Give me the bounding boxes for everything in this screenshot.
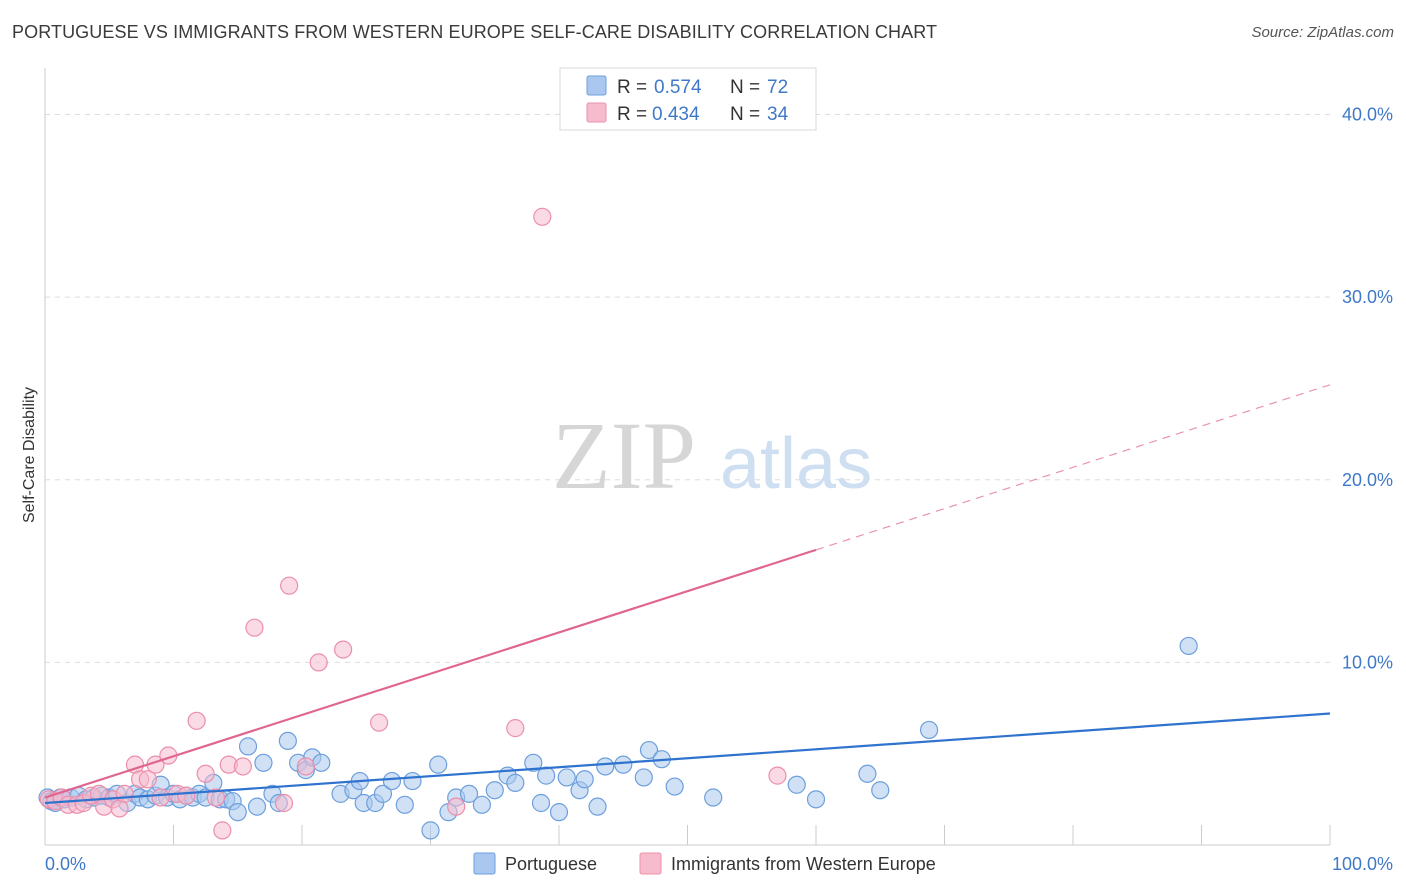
portuguese-point [395, 795, 414, 814]
watermark-atlas: atlas [720, 424, 872, 504]
axes [44, 68, 1331, 846]
legend-n-label: N = [730, 77, 760, 98]
portuguese-point [588, 797, 607, 816]
immigrant-point [245, 618, 264, 637]
immigrant-point [280, 576, 299, 595]
immigrant-point [196, 764, 215, 783]
portuguese-point [278, 731, 297, 751]
legend-r-label: R = [617, 77, 647, 98]
y-tick-label: 40.0% [1342, 105, 1393, 125]
immigrant-point [506, 719, 525, 738]
immigrant-point [115, 784, 134, 803]
portuguese-point [531, 793, 551, 813]
portuguese-point [524, 753, 543, 772]
legend-swatch-blue [586, 75, 607, 96]
portuguese-point [614, 755, 633, 774]
immigrant-point [213, 821, 232, 840]
series-legend-swatch-pink [639, 852, 662, 875]
gridlines [45, 114, 1330, 663]
portuguese-point [312, 753, 331, 772]
source-credit: Source: ZipAtlas.com [1251, 24, 1394, 41]
immigrant-point [370, 713, 389, 732]
watermark: ZIP atlas [552, 402, 872, 509]
portuguese-point [557, 768, 576, 787]
immigrant-point [151, 788, 170, 807]
series-legend-swatch-blue [473, 852, 496, 875]
legend-r-label: R = [617, 104, 647, 125]
immigrant-point [177, 786, 196, 805]
portuguese-point [254, 753, 273, 772]
series-legend: Portuguese Immigrants from Western Europ… [473, 852, 936, 875]
immigrant-point [447, 797, 466, 816]
portuguese-point [506, 773, 525, 793]
portuguese-point [247, 797, 267, 816]
portuguese-point [787, 775, 806, 794]
series-legend-label: Portuguese [505, 854, 597, 874]
legend-n-value: 72 [767, 77, 788, 98]
tick-labels: 10.0% 20.0% 30.0% 40.0% 0.0% 100.0% [45, 105, 1393, 874]
immigrant-point [768, 766, 787, 785]
legend-r-value: 0.434 [652, 104, 700, 125]
portuguese-point [806, 790, 826, 809]
watermark-zip: ZIP [552, 402, 696, 509]
immigrant-trend-extension [815, 384, 1331, 551]
portuguese-point [472, 795, 491, 814]
portuguese-point [238, 737, 258, 756]
portuguese-point [459, 784, 479, 803]
portuguese-point [634, 768, 653, 787]
x-tick-label-left: 0.0% [45, 854, 86, 874]
trend-lines [44, 384, 1331, 805]
portuguese-point [421, 821, 440, 840]
portuguese-point [704, 788, 723, 807]
portuguese-point [858, 764, 877, 783]
y-axis-label: Self-Care Disability [21, 387, 38, 523]
portuguese-point [429, 755, 448, 774]
x-tick-label-right: 100.0% [1332, 854, 1393, 874]
portuguese-point [919, 720, 939, 740]
portuguese-point [382, 771, 402, 791]
portuguese-point [537, 766, 556, 785]
y-tick-label: 10.0% [1342, 652, 1393, 672]
portuguese-point [596, 757, 615, 776]
portuguese-point [403, 771, 422, 791]
immigrant-point [187, 711, 206, 730]
chart-title: PORTUGUESE VS IMMIGRANTS FROM WESTERN EU… [12, 22, 938, 42]
portuguese-point [575, 770, 594, 789]
y-tick-label: 30.0% [1342, 287, 1393, 307]
immigrant-point [206, 788, 226, 807]
legend-n-value: 34 [767, 104, 789, 125]
legend-swatch-pink [586, 102, 607, 123]
y-tick-label: 20.0% [1342, 470, 1393, 490]
immigrant-point [533, 207, 552, 226]
immigrant-point [334, 640, 353, 659]
portuguese-point [665, 777, 684, 796]
portuguese-point [373, 784, 393, 803]
immigrant-point [138, 770, 157, 789]
immigrant-trend-line [44, 548, 817, 799]
portuguese-trend-line [44, 712, 1331, 805]
portuguese-point [1179, 636, 1198, 656]
legend-n-label: N = [730, 104, 760, 125]
portuguese-point [549, 803, 569, 822]
portuguese-point [639, 740, 659, 760]
stats-legend: R = 0.574 N = 72 R = 0.434 N = 34 [559, 67, 817, 131]
immigrant-point [309, 653, 328, 672]
series-legend-label: Immigrants from Western Europe [671, 854, 936, 874]
immigrant-point [233, 757, 252, 776]
portuguese-point [485, 781, 504, 800]
portuguese-point [228, 803, 247, 822]
immigrant-point [274, 793, 294, 813]
immigrant-point [296, 757, 315, 776]
portuguese-point [871, 781, 890, 800]
legend-r-value: 0.574 [654, 77, 702, 98]
